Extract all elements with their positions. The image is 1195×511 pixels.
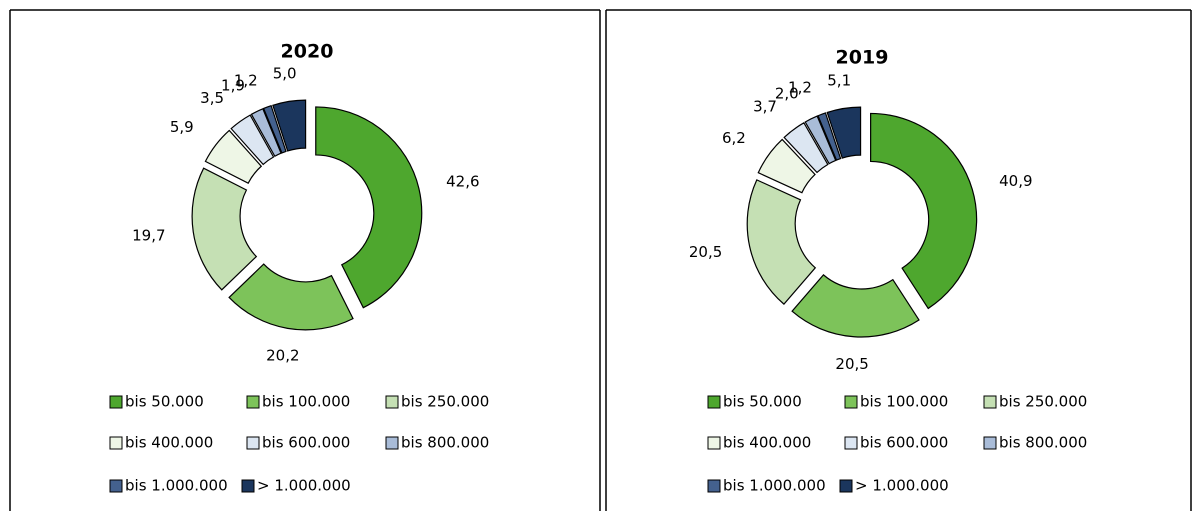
legend-swatch (707, 479, 721, 493)
data-label: 5,9 (170, 118, 194, 136)
legend-label: bis 250.000 (401, 393, 489, 411)
donut-slice (826, 106, 862, 159)
donut-slice (757, 138, 816, 194)
legend-swatch (983, 436, 997, 450)
legend-label: bis 50.000 (723, 393, 802, 411)
legend-label: bis 800.000 (401, 434, 489, 452)
data-label: 6,2 (722, 129, 746, 147)
legend-swatch (844, 436, 858, 450)
donut-slice (228, 263, 354, 331)
data-label: 20,5 (835, 355, 868, 373)
data-label: 40,9 (999, 172, 1032, 190)
donut-slice (870, 112, 978, 310)
donut-slice (315, 106, 423, 309)
legend-label: bis 400.000 (125, 434, 213, 452)
donut-slice (791, 274, 920, 338)
donut-slice (204, 129, 263, 184)
donut-slice (746, 179, 817, 305)
data-label: 19,7 (132, 227, 165, 245)
legend-label: bis 100.000 (860, 393, 948, 411)
data-label: 20,5 (689, 243, 722, 261)
data-label: 1,2 (788, 79, 812, 97)
data-label: 3,7 (753, 98, 777, 116)
data-label: 20,2 (266, 346, 299, 364)
data-label: 1,2 (234, 71, 258, 89)
donut-slice (804, 115, 837, 165)
data-label: 42,6 (446, 173, 479, 191)
data-label: 1,9 (221, 77, 245, 95)
donut-slice (817, 112, 842, 161)
donut-slice (250, 108, 282, 158)
panel-borders (9, 9, 1192, 511)
legend-swatch (844, 395, 858, 409)
legend-label: bis 600.000 (262, 434, 350, 452)
legend-label: bis 1.000.000 (125, 477, 228, 495)
legend-label: bis 250.000 (999, 393, 1087, 411)
donut-slice (262, 104, 287, 154)
legend-swatch (109, 436, 123, 450)
donut-slice (272, 99, 307, 152)
chart-title: 2019 (836, 47, 889, 69)
data-label: 5,0 (273, 64, 297, 82)
legend-label: bis 800.000 (999, 434, 1087, 452)
legend-swatch (246, 436, 260, 450)
data-label: 3,5 (200, 89, 224, 107)
chart-title: 2020 (281, 41, 334, 63)
legend-label: > 1.000.000 (855, 477, 949, 495)
legend-swatch (839, 479, 853, 493)
donut-slice (230, 114, 275, 166)
legend-label: bis 50.000 (125, 393, 204, 411)
legend-label: bis 400.000 (723, 434, 811, 452)
donut-slice (783, 122, 829, 174)
legend-label: > 1.000.000 (257, 477, 351, 495)
legend-swatch (109, 479, 123, 493)
data-label: 2,0 (775, 84, 799, 102)
legend-label: bis 600.000 (860, 434, 948, 452)
legend-swatch (241, 479, 255, 493)
legend-swatch (707, 436, 721, 450)
legend-swatch (385, 436, 399, 450)
legend-label: bis 1.000.000 (723, 477, 826, 495)
data-label: 5,1 (827, 71, 851, 89)
legend-swatch (246, 395, 260, 409)
legend-swatch (983, 395, 997, 409)
legend-swatch (109, 395, 123, 409)
legend-swatch (707, 395, 721, 409)
legend-label: bis 100.000 (262, 393, 350, 411)
legend-swatch (385, 395, 399, 409)
donut-slice (191, 167, 258, 291)
